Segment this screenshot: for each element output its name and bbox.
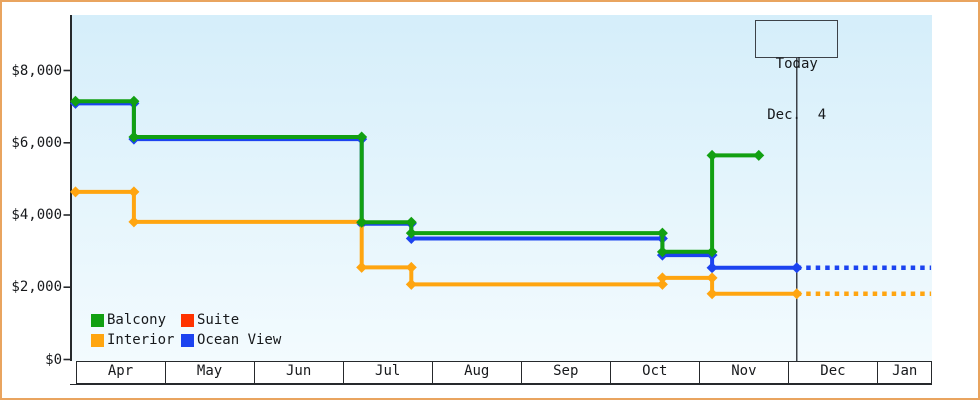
- data-point-marker: [70, 186, 81, 198]
- data-point-marker: [356, 261, 368, 273]
- month-label-jan: Jan: [876, 361, 933, 384]
- y-axis-label: $8,000: [11, 62, 62, 79]
- legend-swatch-ocean-view-icon: [181, 333, 194, 347]
- legend-label-ocean-view: Ocean View: [197, 332, 282, 348]
- data-point-marker: [706, 246, 718, 258]
- data-point-marker: [706, 272, 718, 284]
- data-point-marker: [706, 262, 718, 274]
- month-label-jun: Jun: [253, 361, 343, 384]
- month-label-sep: Sep: [520, 361, 610, 384]
- y-axis-line: [70, 15, 72, 361]
- month-label-oct: Oct: [609, 361, 699, 384]
- data-point-marker: [128, 186, 140, 198]
- data-point-marker: [128, 95, 140, 107]
- legend-label-balcony: Balcony: [107, 312, 167, 328]
- y-axis-tick: [63, 286, 70, 288]
- month-label-apr: Apr: [75, 361, 165, 384]
- y-axis-label: $2,000: [11, 279, 62, 296]
- data-point-marker: [405, 227, 417, 239]
- data-point-marker: [656, 278, 668, 290]
- data-point-marker: [791, 262, 803, 274]
- legend-label-suite: Suite: [197, 312, 240, 328]
- data-point-marker: [70, 95, 81, 107]
- data-point-marker: [791, 288, 803, 300]
- y-axis-tick: [63, 142, 70, 144]
- y-axis-tick: [63, 214, 70, 216]
- legend-swatch-interior-icon: [91, 333, 104, 347]
- data-point-marker: [706, 288, 718, 300]
- month-label-nov: Nov: [698, 361, 788, 384]
- y-axis-tick: [63, 69, 70, 72]
- y-axis-label: $0: [45, 351, 62, 368]
- today-label: Today: [775, 56, 818, 72]
- x-axis-baseline: [70, 383, 932, 385]
- data-point-marker: [753, 149, 765, 161]
- y-axis-label: $6,000: [11, 134, 62, 151]
- legend-item-balcony: Balcony: [91, 312, 167, 328]
- data-point-marker: [405, 261, 417, 273]
- data-point-marker: [356, 216, 368, 228]
- data-point-marker: [128, 131, 140, 143]
- data-point-marker: [656, 272, 668, 284]
- legend-swatch-suite-icon: [181, 313, 194, 327]
- data-point-marker: [356, 131, 368, 143]
- legend-item-ocean-view: Ocean View: [181, 332, 282, 348]
- legend-swatch-balcony-icon: [91, 313, 104, 327]
- month-label-dec: Dec: [787, 361, 877, 384]
- y-axis-label: $4,000: [11, 207, 62, 223]
- data-point-marker: [128, 216, 140, 228]
- month-label-jul: Jul: [342, 361, 432, 384]
- data-point-marker: [656, 246, 668, 258]
- plot-area: [72, 15, 932, 361]
- y-axis-tick: [63, 358, 70, 361]
- today-marker-box: Today Dec. 4: [755, 20, 839, 123]
- today-date: Dec. 4: [767, 107, 827, 123]
- data-point-marker: [656, 227, 668, 239]
- legend-item-interior: Interior: [91, 332, 175, 348]
- legend-label-interior: Interior: [107, 332, 175, 348]
- legend-item-suite: Suite: [181, 312, 240, 328]
- data-point-marker: [405, 278, 417, 290]
- data-point-marker: [405, 216, 417, 228]
- data-point-marker: [706, 149, 718, 161]
- month-label-aug: Aug: [431, 361, 521, 384]
- today-line: [796, 58, 798, 361]
- month-label-may: May: [164, 361, 254, 384]
